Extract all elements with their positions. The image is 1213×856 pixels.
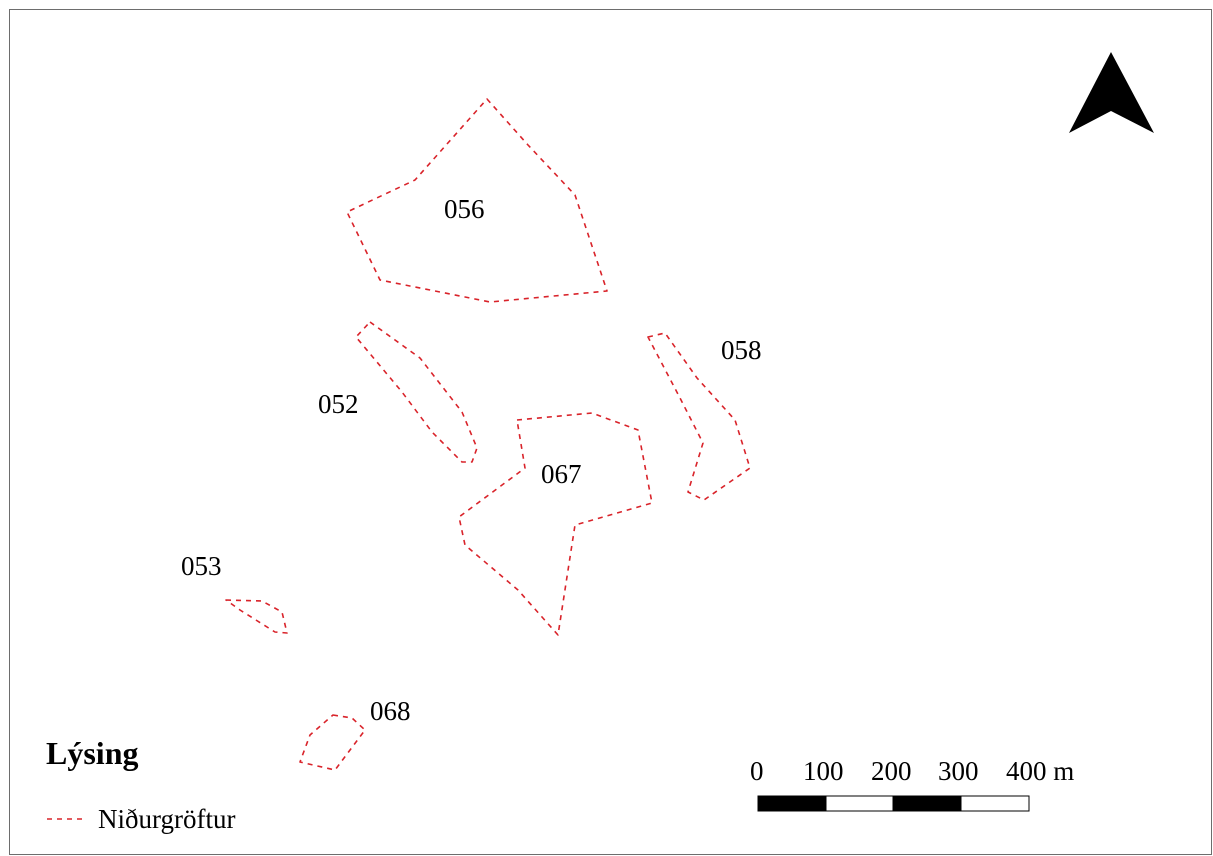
legend-item-label: Niðurgröftur [98, 803, 236, 834]
area-056[interactable]: 056 [346, 98, 608, 303]
map-frame [9, 9, 1212, 855]
scale-label-300: 300 [938, 756, 979, 786]
scale-label-0: 0 [750, 756, 764, 786]
scale-label-400: 400 m [1006, 756, 1074, 786]
area-068[interactable]: 068 [299, 696, 411, 771]
scale-bar: 0 100 200 300 400 m [750, 756, 1074, 812]
area-056-outline [346, 98, 608, 303]
scale-segment-3 [892, 795, 962, 812]
area-053-label: 053 [181, 551, 222, 581]
area-067-label: 067 [541, 459, 582, 489]
legend-item-nidurgroftur: Niðurgröftur [46, 804, 235, 834]
area-053-outline [225, 599, 288, 634]
area-067[interactable]: 067 [458, 412, 653, 636]
area-053[interactable]: 053 [181, 551, 288, 634]
scale-label-200: 200 [871, 756, 912, 786]
area-058[interactable]: 058 [647, 332, 762, 501]
area-068-label: 068 [370, 696, 411, 726]
area-068-outline [299, 714, 366, 771]
area-058-label: 058 [721, 335, 762, 365]
area-052-outline [355, 321, 478, 463]
area-052[interactable]: 052 [318, 321, 478, 463]
area-067-outline [458, 412, 653, 636]
area-058-outline [647, 332, 751, 501]
scale-label-100: 100 [803, 756, 844, 786]
north-arrow-icon [1069, 52, 1154, 133]
area-056-label: 056 [444, 194, 485, 224]
scale-segment-2 [825, 795, 894, 812]
area-052-label: 052 [318, 389, 359, 419]
red-dashed-line-icon [47, 818, 85, 820]
legend-title: Lýsing [46, 735, 139, 771]
scale-segment-4 [960, 795, 1030, 812]
scale-segment-1 [757, 795, 827, 812]
